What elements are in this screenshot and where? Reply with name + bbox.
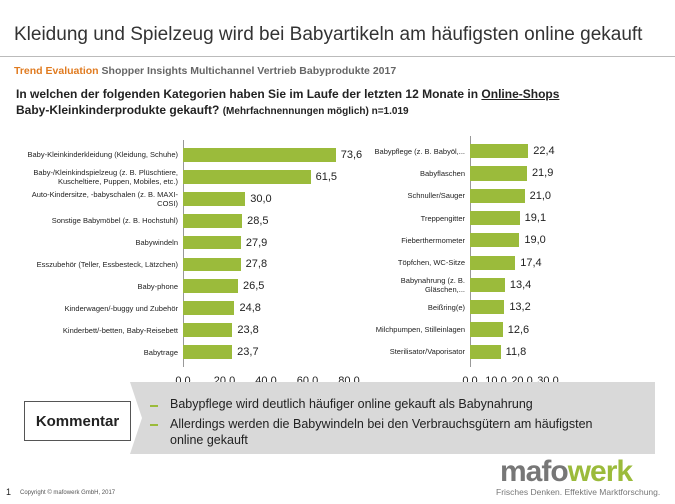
bullet: [150, 424, 158, 426]
separator: [0, 56, 675, 57]
category-label: Kinderwagen/-buggy und Zubehör: [64, 303, 178, 313]
comment-label: Kommentar: [24, 401, 131, 441]
bar: [183, 213, 243, 228]
value-label: 27,9: [245, 236, 268, 249]
value-label: 26,5: [242, 280, 265, 293]
category-label: Treppengitter: [420, 213, 465, 223]
bar: [470, 344, 501, 359]
category-label: Auto-Kindersitze, -babyschalen (z. B. MA…: [31, 189, 178, 208]
category-label: Baby-phone: [137, 281, 178, 291]
bar: [183, 323, 233, 338]
question-text: Baby-Kleinkinderprodukte gekauft?: [16, 103, 220, 117]
value-label: 23,7: [237, 346, 259, 359]
value-label: 21,9: [531, 167, 554, 180]
category-label: Babynahrung (z. B. Gläschen,...: [400, 275, 465, 294]
value-label: 19,0: [524, 234, 546, 247]
category-label: Babypflege (z. B. Babyöl,...: [374, 146, 465, 156]
bar: [470, 166, 527, 181]
subtitle-line: Trend Evaluation Shopper Insights Multic…: [14, 65, 396, 77]
category-label: Esszubehör (Teller, Essbesteck, Lätzchen…: [36, 259, 178, 269]
value-label: 19,1: [524, 212, 547, 225]
subtitle: Shopper Insights Multichannel Vertrieb B…: [101, 65, 397, 77]
category-label: Beißring(e): [427, 302, 465, 312]
value-label: 13,2: [509, 301, 531, 314]
page-number: 1: [6, 487, 12, 497]
category-label: Milchpumpen, Stilleinlagen: [375, 325, 465, 335]
logo-tagline: Frisches Denken. Effektive Marktforschun…: [496, 487, 661, 497]
category-label: Baby-Kleinkinderkleidung (Kleidung, Schu…: [27, 150, 178, 160]
comment-band: [130, 382, 655, 454]
value-label: 13,4: [509, 278, 532, 291]
question-text: In welchen der folgenden Kategorien habe…: [16, 87, 482, 101]
value-label: 23,8: [237, 324, 259, 337]
category-label: Baby-/Kleinkindspielzeug (z. B. Plüschti…: [33, 167, 178, 186]
value-label: 61,5: [315, 170, 338, 183]
value-label: 21,0: [529, 189, 552, 202]
title: Kleidung und Spielzeug wird bei Babyarti…: [14, 24, 643, 45]
value-label: 22,4: [533, 145, 555, 158]
bar: [470, 255, 516, 270]
category-label: Töpfchen, WC-Sitze: [397, 258, 465, 268]
bar: [470, 210, 520, 226]
logo-part: mafo: [500, 455, 569, 488]
bar: [183, 257, 241, 272]
value-label: 24,8: [239, 302, 261, 315]
bar: [470, 277, 505, 293]
value-label: 17,4: [520, 256, 542, 269]
value-label: 11,8: [505, 345, 527, 358]
category-label: Babywindeln: [135, 238, 178, 248]
value-label: 27,8: [245, 258, 268, 271]
axis-line: [470, 136, 471, 367]
bar: [183, 235, 241, 250]
logo: mafowerk: [500, 455, 633, 489]
category-label: Babytrage: [143, 347, 178, 357]
copyright: Copyright © mafowerk GmbH, 2017: [20, 490, 116, 496]
comment-bullet: Allerdings werden die Babywindeln bei de…: [170, 417, 593, 447]
question-note: (Mehrfachnennungen möglich) n=1.019: [222, 106, 409, 117]
bar: [470, 233, 520, 248]
value-label: 12,6: [507, 323, 530, 336]
bullet: [150, 405, 158, 407]
category-label: Babyflaschen: [419, 168, 465, 178]
axis-line: [183, 140, 184, 367]
value-label: 28,5: [247, 214, 269, 227]
comment-bg: [130, 382, 655, 454]
bar: [183, 301, 235, 316]
bar: [470, 322, 503, 337]
bar: [183, 169, 311, 184]
category-label: Fieberthermometer: [401, 235, 465, 245]
category-label: Sonstige Babymöbel (z. B. Hochstuhl): [51, 216, 178, 226]
bar: [183, 345, 233, 359]
trend: Trend Evaluation: [14, 65, 99, 77]
question-underlined: Online-Shops: [481, 87, 560, 101]
bar: [470, 300, 505, 315]
bar: [183, 279, 238, 294]
question: In welchen der folgenden Kategorien habe…: [16, 86, 586, 120]
bar: [183, 191, 246, 206]
bar: [183, 148, 336, 162]
value-label: 30,0: [250, 192, 272, 205]
comment-bullet: Babypflege wird deutlich häufiger online…: [170, 397, 533, 411]
logo-part: werk: [567, 455, 633, 488]
value-label: 73,6: [340, 148, 363, 161]
category-label: Sterilisator/Vaporisator: [389, 347, 465, 357]
category-label: Kinderbett/-betten, Baby-Reisebett: [62, 325, 178, 335]
bar: [470, 188, 525, 203]
category-label: Schnuller/Sauger: [407, 191, 465, 201]
bar: [470, 144, 529, 159]
